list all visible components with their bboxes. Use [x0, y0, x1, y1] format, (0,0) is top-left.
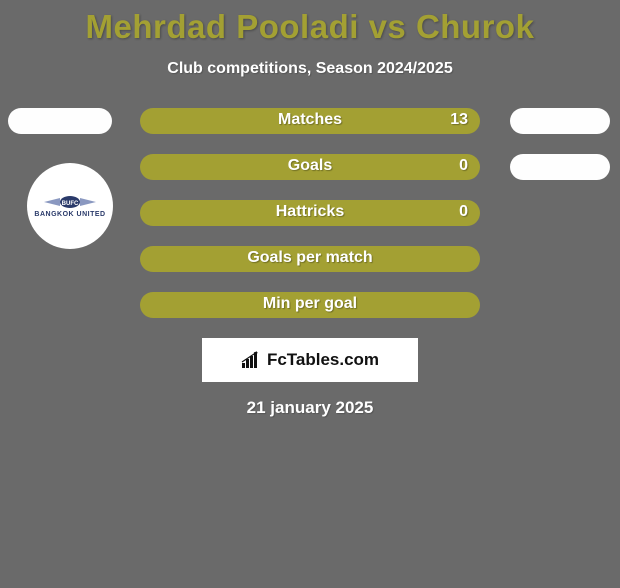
stat-label: Goals per match — [140, 246, 480, 267]
stat-value: 0 — [459, 203, 468, 221]
stat-row: Goals0 — [0, 154, 620, 180]
stat-pill: Matches13 — [140, 108, 480, 134]
stat-row: Min per goal — [0, 292, 620, 318]
snapshot-date: 21 january 2025 — [0, 398, 620, 418]
stat-row: Hattricks0 — [0, 200, 620, 226]
left-player-pill — [8, 108, 112, 134]
comparison-subtitle: Club competitions, Season 2024/2025 — [0, 60, 620, 78]
stat-label: Goals — [140, 157, 480, 175]
stats-container: BUFC BANGKOK UNITED Matches13Goals0Hattr… — [0, 108, 620, 318]
stat-pill: Goals per match — [140, 246, 480, 272]
right-player-pill — [510, 154, 610, 180]
comparison-title: Mehrdad Pooladi vs Churok — [0, 8, 620, 46]
stat-pill: Goals0 — [140, 154, 480, 180]
stat-pill: Hattricks0 — [140, 200, 480, 226]
stat-row: Goals per match — [0, 246, 620, 272]
stat-value: 0 — [459, 157, 468, 175]
right-player-pill — [510, 108, 610, 134]
attribution-text: FcTables.com — [267, 350, 379, 370]
stat-label: Matches — [140, 111, 480, 129]
bar-chart-icon — [241, 351, 261, 369]
stat-label: Hattricks — [140, 203, 480, 221]
attribution-badge: FcTables.com — [202, 338, 418, 382]
stat-label: Min per goal — [140, 292, 480, 313]
stat-value: 13 — [450, 111, 468, 129]
stat-pill: Min per goal — [140, 292, 480, 318]
stat-row: Matches13 — [0, 108, 620, 134]
